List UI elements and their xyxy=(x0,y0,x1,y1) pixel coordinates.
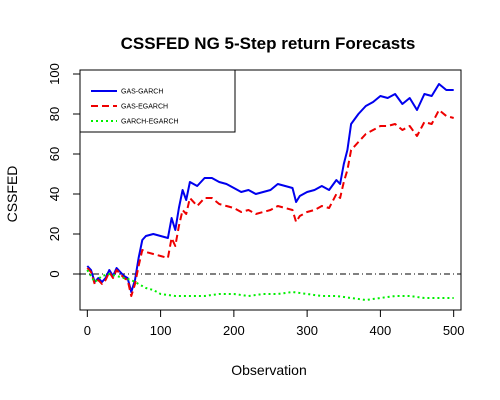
y-axis-label: CSSFED xyxy=(4,166,20,223)
x-tick-label: 200 xyxy=(223,323,245,338)
chart-title: CSSFED NG 5-Step return Forecasts xyxy=(121,34,416,53)
x-tick-label: 0 xyxy=(84,323,91,338)
y-tick-label: 40 xyxy=(47,187,62,201)
y-tick-label: 0 xyxy=(47,270,62,277)
x-tick-label: 100 xyxy=(150,323,172,338)
legend-entry-1: GAS-GARCH xyxy=(121,89,163,96)
x-axis-label: Observation xyxy=(231,362,306,378)
x-tick-label: 500 xyxy=(443,323,465,338)
y-tick-label: 100 xyxy=(47,63,62,85)
y-tick-label: 80 xyxy=(47,107,62,121)
y-tick-label: 20 xyxy=(47,227,62,241)
x-tick-label: 300 xyxy=(296,323,318,338)
y-tick-label: 60 xyxy=(47,147,62,161)
x-tick-label: 400 xyxy=(370,323,392,338)
legend-entry-3: GARCH-EGARCH xyxy=(121,119,179,126)
legend-entry-2: GAS-EGARCH xyxy=(121,104,168,111)
